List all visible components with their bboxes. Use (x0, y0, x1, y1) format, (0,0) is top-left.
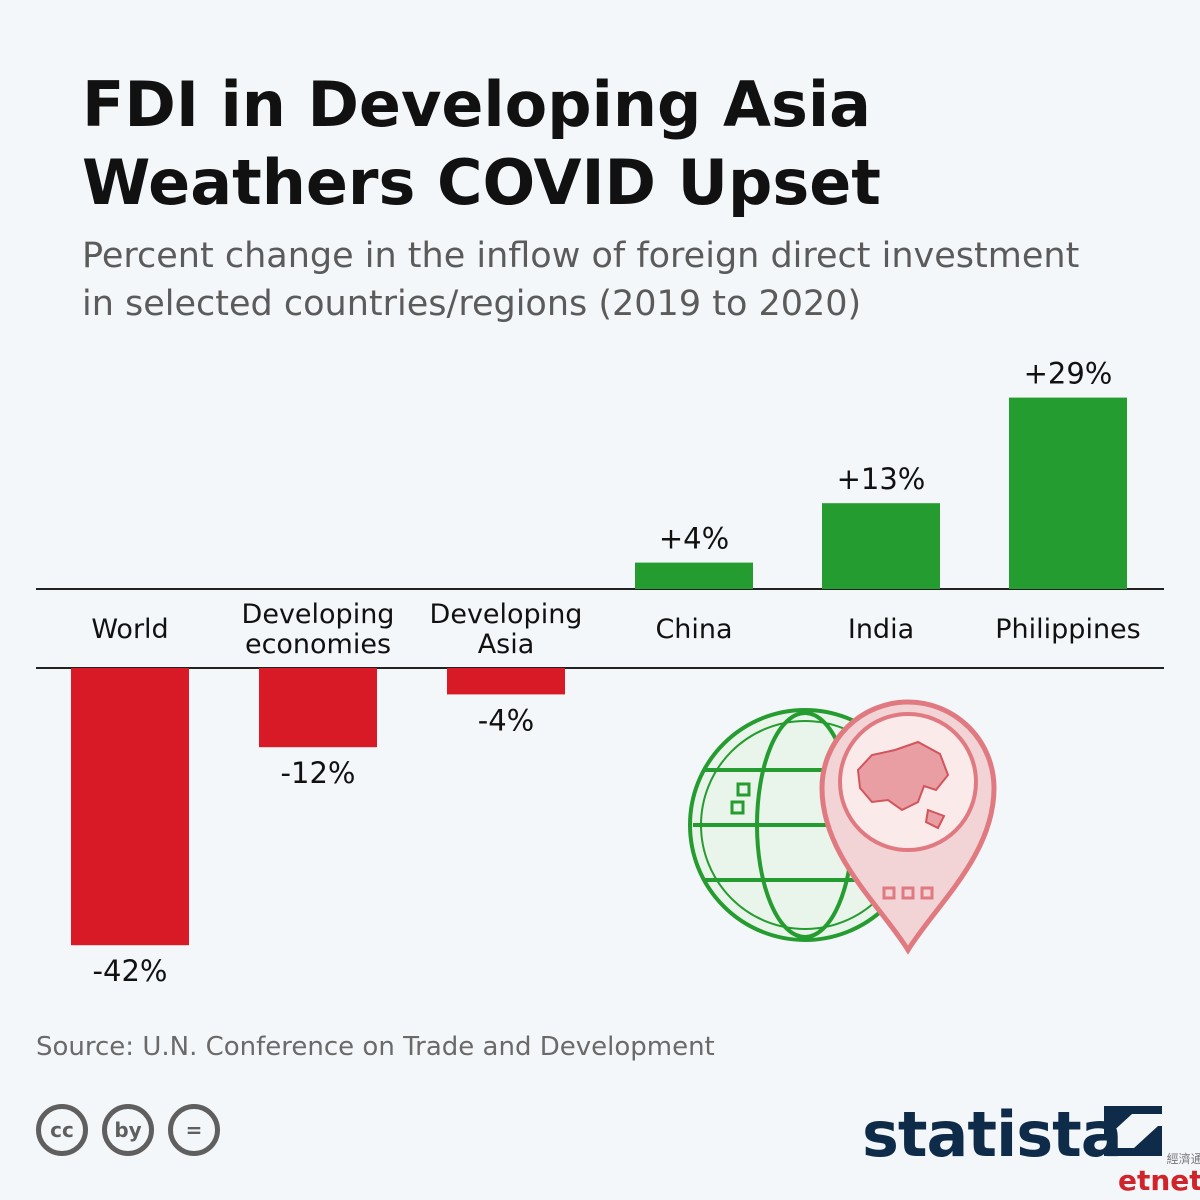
creative-commons-icon[interactable]: cc (36, 1104, 88, 1156)
category-label: Philippines (995, 614, 1140, 645)
statista-logo-text[interactable]: statista (862, 1098, 1123, 1171)
data-label: +13% (837, 462, 926, 496)
bars-group: -42%World-12%Developingeconomies-4%Devel… (71, 357, 1141, 988)
license-icons: cc by = (36, 1104, 220, 1156)
bar (259, 668, 377, 748)
statista-logo-icon (1104, 1106, 1162, 1156)
chart-title: FDI in Developing Asia Weathers COVID Up… (82, 66, 1162, 222)
no-derivatives-icon[interactable]: = (168, 1104, 220, 1156)
category-label: economies (245, 629, 391, 660)
data-label: -12% (281, 756, 356, 790)
bar (447, 668, 565, 695)
etnet-label: etnet (1118, 1164, 1200, 1197)
subtitle-line-1: Percent change in the inflow of foreign … (82, 236, 1080, 276)
category-label: India (848, 614, 914, 645)
accent-bar-green (50, 72, 64, 318)
map-pin-icon (819, 699, 997, 955)
accent-bar-red (36, 72, 50, 318)
category-label: China (655, 614, 732, 645)
title-line-2: Weathers COVID Upset (82, 146, 881, 219)
category-label: Developing (430, 599, 583, 630)
attribution-icon[interactable]: by (102, 1104, 154, 1156)
title-line-1: FDI in Developing Asia (82, 68, 871, 141)
etnet-watermark: 經濟通 etnet (1118, 1152, 1200, 1196)
bar-chart: -42%World-12%Developingeconomies-4%Devel… (36, 357, 1164, 988)
bar (635, 562, 753, 589)
asia-map-icon (856, 740, 950, 812)
etnet-chinese-label: 經濟通 (1166, 1152, 1200, 1166)
bar (71, 668, 189, 946)
category-label: Asia (478, 629, 535, 660)
data-label: -42% (93, 954, 168, 988)
source-note: Source: U.N. Conference on Trade and Dev… (36, 1032, 715, 1062)
data-label: -4% (478, 703, 534, 737)
bar (1009, 397, 1127, 589)
bar (822, 503, 940, 589)
data-label: +29% (1024, 357, 1113, 391)
data-label: +4% (659, 522, 729, 556)
accent-bar (36, 72, 64, 318)
category-label: Developing (242, 599, 395, 630)
globe-location-illustration (688, 699, 997, 955)
subtitle-line-2: in selected countries/regions (2019 to 2… (82, 284, 862, 324)
chart-subtitle: Percent change in the inflow of foreign … (82, 232, 1172, 328)
category-label: World (91, 614, 168, 645)
